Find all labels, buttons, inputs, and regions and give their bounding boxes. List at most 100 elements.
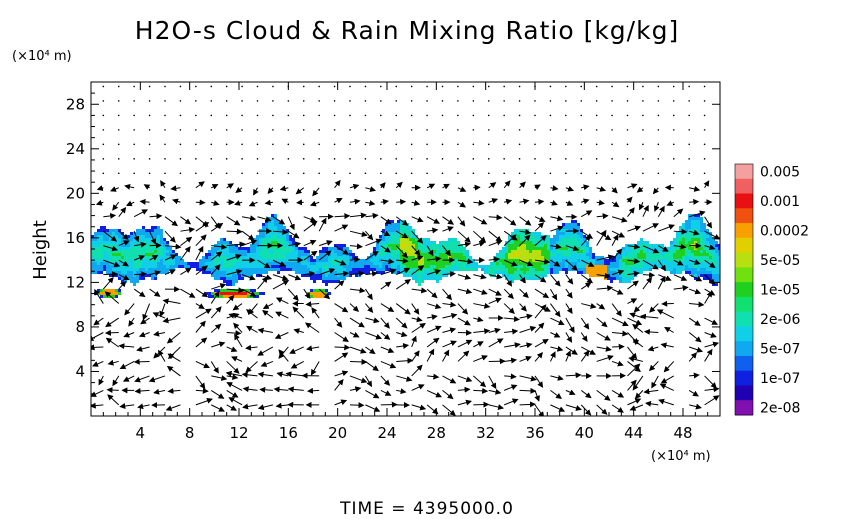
wind-dot xyxy=(457,114,459,117)
wind-dot xyxy=(148,143,151,146)
wind-dot xyxy=(611,114,613,117)
field-cell xyxy=(133,283,136,286)
field-cell xyxy=(709,232,712,235)
wind-dot xyxy=(148,158,151,160)
wind-arrow xyxy=(257,274,273,281)
wind-dot xyxy=(256,129,259,131)
field-cell xyxy=(232,247,235,250)
field-cell xyxy=(334,277,337,280)
field-cell xyxy=(334,250,337,253)
field-cell xyxy=(514,277,517,280)
field-cell xyxy=(409,250,412,253)
field-cell xyxy=(271,220,274,223)
field-cell xyxy=(634,253,637,256)
field-cell xyxy=(718,277,720,280)
field-cell xyxy=(310,268,313,271)
wind-arrow xyxy=(319,240,333,247)
field-cell xyxy=(415,256,418,259)
wind-dot xyxy=(164,114,166,117)
wind-arrow xyxy=(226,346,238,352)
field-cell xyxy=(280,223,283,226)
wind-arrow xyxy=(519,342,533,349)
wind-arrow xyxy=(565,259,578,271)
field-cell xyxy=(151,265,154,268)
field-cell xyxy=(355,256,358,259)
field-cell xyxy=(118,277,121,280)
field-cell xyxy=(616,277,619,280)
field-cell xyxy=(388,253,391,256)
field-cell xyxy=(109,238,112,241)
field-cell xyxy=(463,253,466,256)
field-cell xyxy=(259,268,262,271)
wind-dot xyxy=(426,100,428,102)
field-cell xyxy=(247,265,250,268)
field-cell xyxy=(451,238,454,241)
field-cell xyxy=(427,259,430,262)
field-cell xyxy=(718,265,720,268)
wind-arrow xyxy=(442,349,450,362)
wind-arrow xyxy=(611,248,623,261)
field-cell xyxy=(394,262,397,265)
field-cell xyxy=(544,241,547,244)
field-cell xyxy=(139,235,142,238)
wind-arrow xyxy=(426,269,442,276)
wind-arrow xyxy=(365,230,374,241)
field-cell xyxy=(160,256,163,259)
field-cell xyxy=(544,253,547,256)
field-cell xyxy=(553,244,556,247)
wind-arrow xyxy=(162,298,181,305)
field-cell xyxy=(472,268,475,271)
wind-dot xyxy=(272,129,274,131)
field-cell xyxy=(445,253,448,256)
field-cell xyxy=(505,268,508,271)
wind-arrow xyxy=(143,184,151,190)
field-cell xyxy=(553,253,556,256)
field-cell xyxy=(397,262,400,265)
field-cell xyxy=(223,241,226,244)
wind-dot xyxy=(426,143,428,146)
wind-arrow xyxy=(457,241,472,248)
field-cell xyxy=(565,265,568,268)
field-cell xyxy=(652,244,655,247)
legend-swatch xyxy=(735,193,753,209)
field-cell xyxy=(646,265,649,268)
wind-dot xyxy=(195,158,197,160)
field-cell xyxy=(271,265,274,268)
field-cell xyxy=(139,265,142,268)
field-cell xyxy=(502,256,505,259)
field-cell xyxy=(493,271,496,274)
field-cell xyxy=(298,268,301,271)
field-cell xyxy=(514,253,517,256)
field-cell xyxy=(271,247,274,250)
field-cell xyxy=(136,253,139,256)
field-cell xyxy=(388,256,391,259)
field-cell xyxy=(145,232,148,235)
field-cell xyxy=(457,262,460,265)
field-cell xyxy=(337,280,340,283)
field-cell xyxy=(427,262,430,265)
field-cell xyxy=(100,262,103,265)
field-cell xyxy=(553,259,556,262)
field-cell xyxy=(490,262,493,265)
field-cell xyxy=(448,238,451,241)
wind-arrow xyxy=(275,297,289,305)
field-cell xyxy=(547,256,550,259)
field-cell xyxy=(220,292,223,295)
field-cell xyxy=(565,232,568,235)
field-cell xyxy=(610,271,613,274)
field-cell xyxy=(616,265,619,268)
wind-dot xyxy=(457,143,459,146)
field-cell xyxy=(265,268,268,271)
field-cell xyxy=(511,247,514,250)
wind-arrow xyxy=(91,402,104,409)
field-cell xyxy=(676,271,679,274)
wind-dot xyxy=(302,85,305,88)
field-cell xyxy=(418,277,421,280)
field-cell xyxy=(406,262,409,265)
wind-arrow xyxy=(457,303,469,315)
field-cell xyxy=(601,259,604,262)
field-cell xyxy=(646,250,649,253)
wind-dot xyxy=(549,114,552,117)
field-cell xyxy=(94,265,97,268)
wind-arrow xyxy=(633,303,644,313)
